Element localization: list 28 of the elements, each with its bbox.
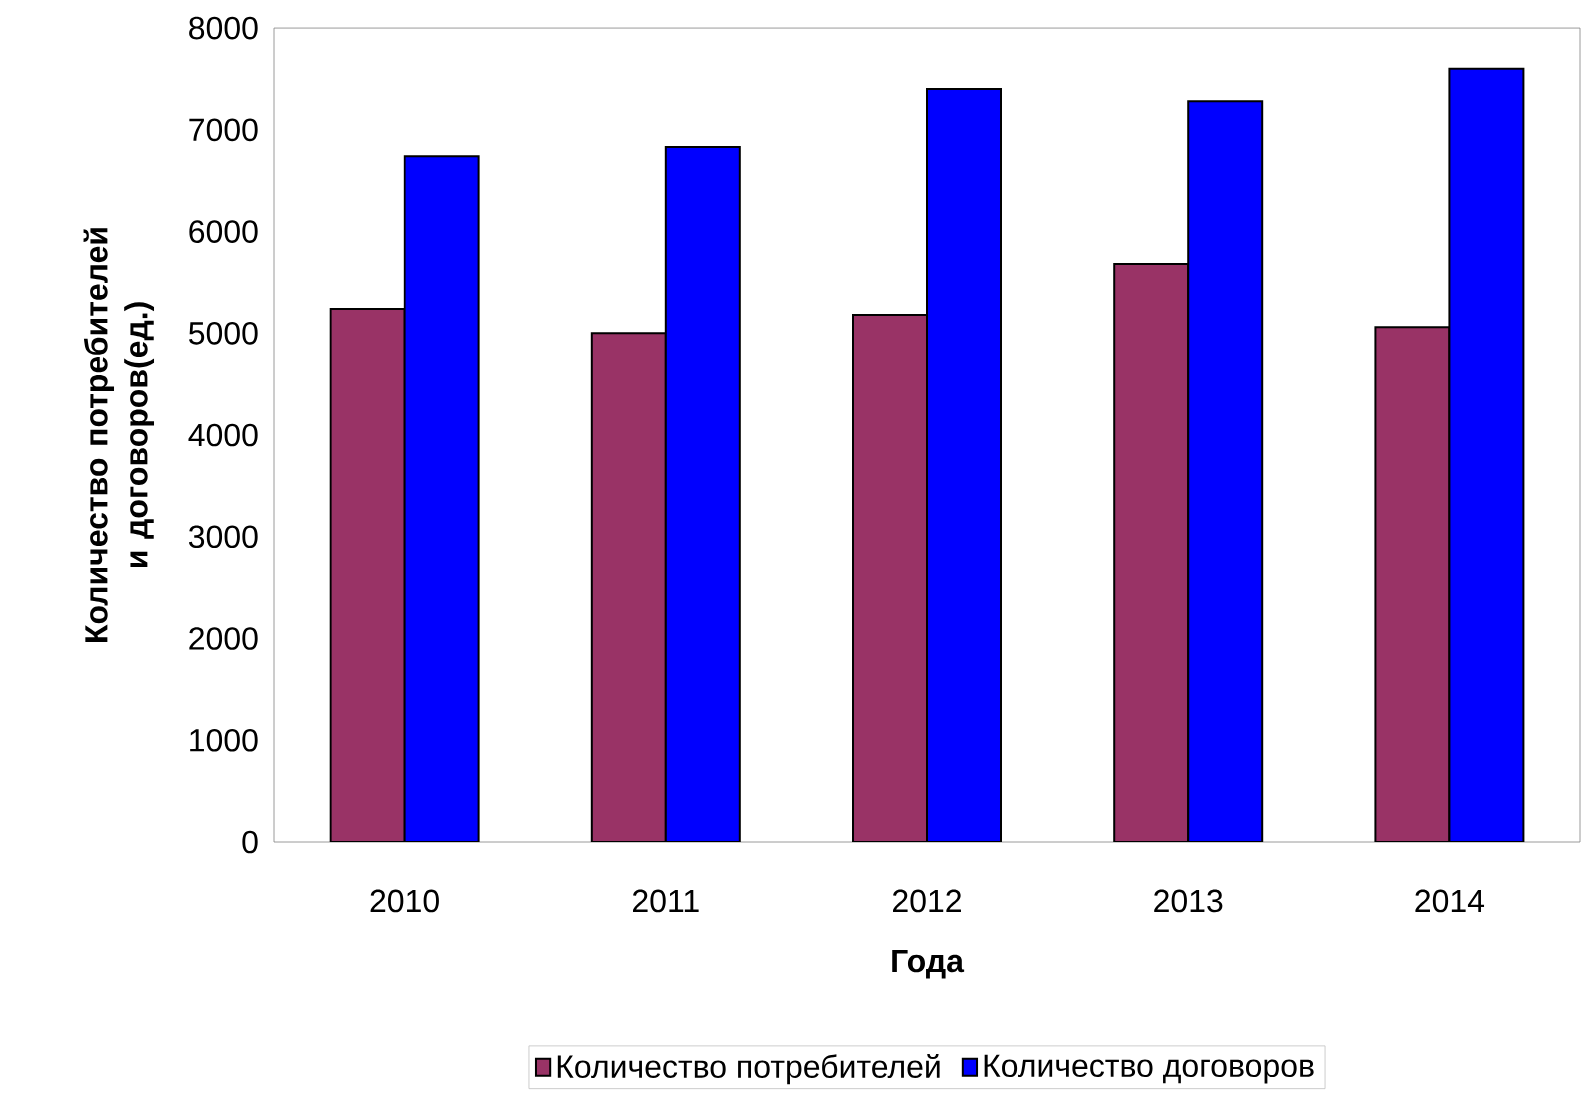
legend-label: Количество потребителей bbox=[557, 1053, 940, 1085]
y-tick-label: 5000 bbox=[189, 321, 258, 345]
y-tick-label: 6000 bbox=[189, 220, 258, 243]
y-tick-label: 4000 bbox=[188, 423, 258, 447]
x-tick-label: 2013 bbox=[1154, 889, 1223, 913]
x-tick-label: 2012 bbox=[893, 889, 961, 913]
y-tick-label: 1000 bbox=[190, 728, 258, 752]
legend-label: Количество договоров bbox=[984, 1054, 1314, 1084]
x-tick-label: 2011 bbox=[633, 889, 699, 913]
bar bbox=[1113, 263, 1190, 843]
y-tick-label: 2000 bbox=[189, 627, 258, 650]
bar bbox=[403, 155, 480, 843]
bar bbox=[926, 88, 1003, 843]
x-tick-label: 2010 bbox=[370, 889, 439, 913]
x-tick-label: 2014 bbox=[1415, 889, 1485, 913]
y-tick-label: 7000 bbox=[189, 118, 258, 142]
y-tick-label: 3000 bbox=[188, 525, 258, 549]
y-axis-title: Количество потребителей и договоров(ед.) bbox=[83, 228, 155, 642]
bar bbox=[664, 146, 741, 843]
bar bbox=[1448, 67, 1525, 843]
bar bbox=[1374, 326, 1451, 843]
bar bbox=[852, 313, 928, 843]
x-axis-title: Года bbox=[892, 949, 965, 979]
y-tick-label: 8000 bbox=[189, 16, 258, 40]
bar bbox=[590, 332, 667, 843]
y-tick-label: 0 bbox=[242, 830, 258, 854]
bar bbox=[1187, 100, 1264, 843]
bar bbox=[329, 307, 406, 843]
